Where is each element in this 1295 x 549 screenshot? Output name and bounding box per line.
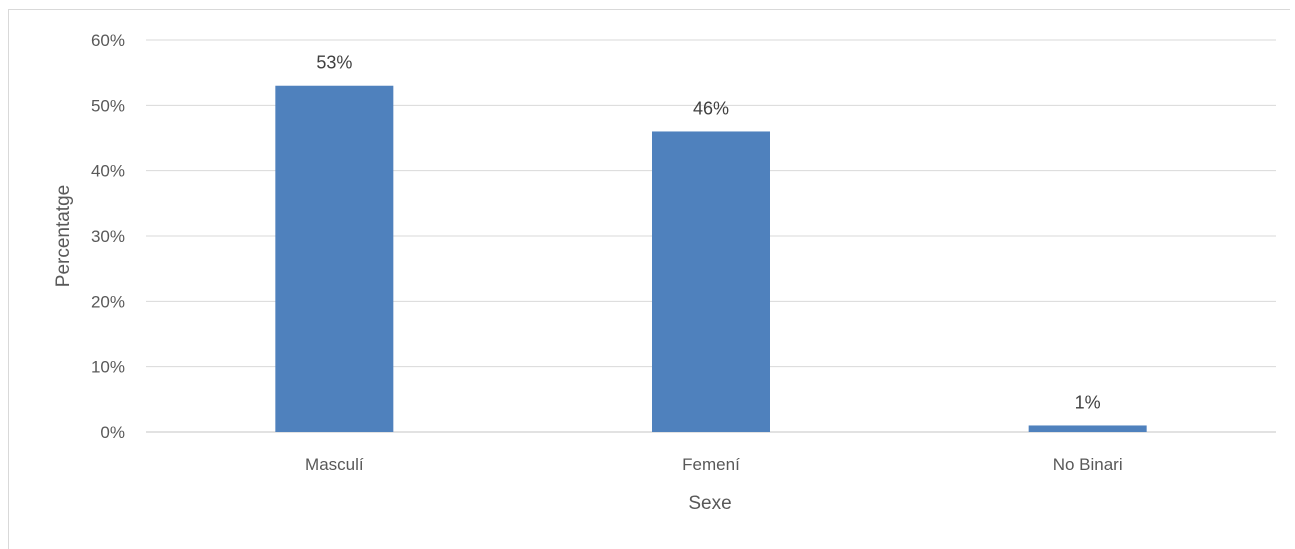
- x-axis-title: Sexe: [688, 493, 731, 514]
- y-tick-label: 40%: [91, 162, 125, 181]
- bar: [1028, 425, 1147, 432]
- y-axis-title: Percentatge: [53, 185, 74, 287]
- data-label: 53%: [316, 53, 352, 73]
- y-tick-label: 20%: [91, 292, 125, 311]
- bar: [275, 85, 394, 432]
- data-label: 46%: [693, 98, 729, 118]
- y-tick-label: 10%: [91, 358, 125, 377]
- y-tick-label: 30%: [91, 227, 125, 246]
- data-labels: 53% 46% 1%: [316, 53, 1100, 413]
- x-tick-label: Masculí: [305, 455, 364, 474]
- chart-frame: [8, 9, 1290, 549]
- y-tick-label: 0%: [100, 423, 125, 442]
- data-label: 1%: [1075, 392, 1101, 412]
- x-tick-label: Femení: [682, 455, 740, 474]
- y-tick-label: 60%: [91, 31, 125, 50]
- x-tick-labels: Masculí Femení No Binari: [305, 455, 1123, 474]
- y-tick-labels: 0% 10% 20% 30% 40% 50% 60%: [91, 31, 125, 442]
- bar: [652, 131, 770, 432]
- x-tick-label: No Binari: [1053, 455, 1123, 474]
- bars: [275, 85, 1147, 432]
- y-tick-label: 50%: [91, 96, 125, 115]
